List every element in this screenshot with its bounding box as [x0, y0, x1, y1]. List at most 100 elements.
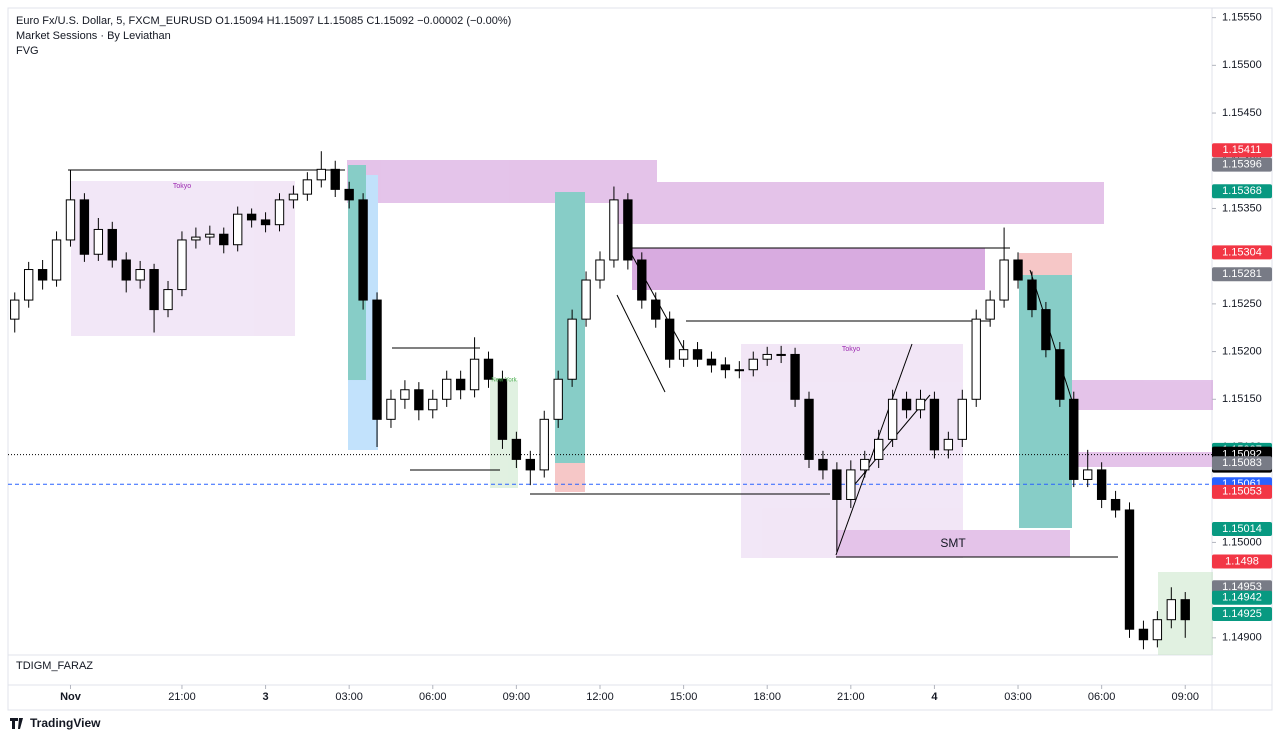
fvg-box [1055, 380, 1213, 410]
candle-body [121, 259, 131, 281]
y-tick-label: 1.15250 [1222, 298, 1262, 310]
candle-body [874, 438, 884, 460]
candle-body [846, 469, 856, 500]
price-tag [1212, 157, 1272, 172]
candle-body [23, 269, 34, 301]
fvg-box [632, 248, 985, 290]
x-tick-label: 06:00 [1088, 691, 1116, 703]
price-tag-label: 1.15411 [1223, 144, 1262, 156]
price-tag [1212, 267, 1272, 282]
position-box [1019, 253, 1072, 275]
candle-body [929, 398, 940, 451]
x-tick-label: 15:00 [670, 691, 698, 703]
candle-body [330, 168, 340, 190]
candle-body [915, 398, 926, 411]
candle-body [51, 239, 62, 281]
y-tick-label: 1.15550 [1222, 12, 1262, 24]
x-tick-label: 21:00 [837, 691, 865, 703]
candle-body [79, 199, 90, 255]
fvg-box [347, 160, 657, 203]
candle-body [1013, 259, 1023, 281]
candle-body [316, 168, 326, 181]
price-tag-label: 1.14953 [1222, 581, 1262, 593]
fvg-box [836, 530, 1070, 557]
candle-body [358, 199, 368, 301]
session-box [741, 344, 963, 558]
candle-body [957, 398, 967, 440]
candle-body [442, 378, 452, 400]
candle-body [511, 438, 522, 460]
candle-body [943, 438, 954, 451]
indicator-legend: FVG [16, 45, 39, 57]
x-tick-label: 06:00 [419, 691, 447, 703]
y-tick-label: 1.15000 [1222, 536, 1262, 548]
candle-body [428, 398, 438, 411]
x-tick-label: 18:00 [753, 691, 781, 703]
candle-body [483, 358, 494, 380]
candle-body [651, 299, 661, 320]
candle-body [1055, 349, 1065, 400]
candle-body [804, 398, 814, 460]
candle-body [274, 199, 285, 226]
y-tick-label: 1.14900 [1222, 632, 1262, 644]
price-tag-label: 1.14942 [1222, 592, 1262, 604]
candle-body [664, 318, 675, 360]
candle-body [1124, 509, 1135, 630]
candle-body [901, 398, 912, 411]
candle-body [10, 299, 20, 320]
price-tag [1212, 554, 1272, 569]
candle-body [400, 389, 410, 400]
candle-body [163, 289, 173, 311]
x-tick-label: Nov [60, 691, 82, 703]
session-label: New York [491, 378, 517, 384]
price-tag [1212, 590, 1272, 605]
price-tag-label: 1.1498 [1225, 555, 1259, 567]
price-tag-label: 1.14925 [1222, 608, 1262, 620]
candle-body [37, 269, 48, 281]
candle-body [1110, 498, 1121, 511]
candle-body [748, 358, 758, 371]
x-tick-label: 09:00 [1171, 691, 1199, 703]
candle-body [860, 458, 870, 471]
y-tick-label: 1.15350 [1222, 202, 1262, 214]
candle-body [887, 398, 898, 440]
drawings [68, 169, 1118, 558]
price-tag-label: 1.15304 [1222, 246, 1262, 258]
x-tick-label: 21:00 [168, 691, 196, 703]
candle-body [93, 228, 104, 255]
candle-body [149, 269, 159, 311]
candle-body [609, 199, 619, 261]
zones [71, 160, 1213, 655]
fvg-box [610, 182, 1104, 224]
price-tag-label: 1.15281 [1222, 268, 1262, 280]
candle-body [414, 389, 424, 411]
candle-body [790, 353, 800, 400]
y-tick-label: 1.15150 [1222, 393, 1262, 405]
candle-body [177, 239, 187, 291]
price-tag-label: 1.15396 [1222, 158, 1262, 170]
x-tick-label: 09:00 [503, 691, 531, 703]
price-tag-label: 1.15368 [1222, 185, 1262, 197]
candle-body [1096, 469, 1107, 500]
candle-body [1027, 279, 1037, 311]
candle-body [288, 193, 299, 201]
candle-body [233, 213, 243, 246]
candle-body [623, 199, 633, 261]
price-tag [1212, 456, 1272, 471]
symbol-legend: Euro Fx/U.S. Dollar, 5, FXCM_EURUSD O1.1… [16, 15, 511, 27]
candle-body [985, 299, 995, 320]
candle-body [1138, 628, 1149, 641]
session-label: Tokyo [173, 183, 191, 190]
candle-body [567, 318, 577, 380]
candle-body [692, 349, 703, 360]
brand-logo [10, 718, 23, 729]
plot [10, 151, 1190, 650]
candle-body [191, 236, 201, 241]
candle-body [302, 179, 313, 195]
candle-body [497, 378, 508, 440]
x-tick-label: 12:00 [586, 691, 614, 703]
price-tag [1212, 606, 1272, 621]
candle-body [776, 353, 786, 356]
candle-body [455, 378, 466, 391]
